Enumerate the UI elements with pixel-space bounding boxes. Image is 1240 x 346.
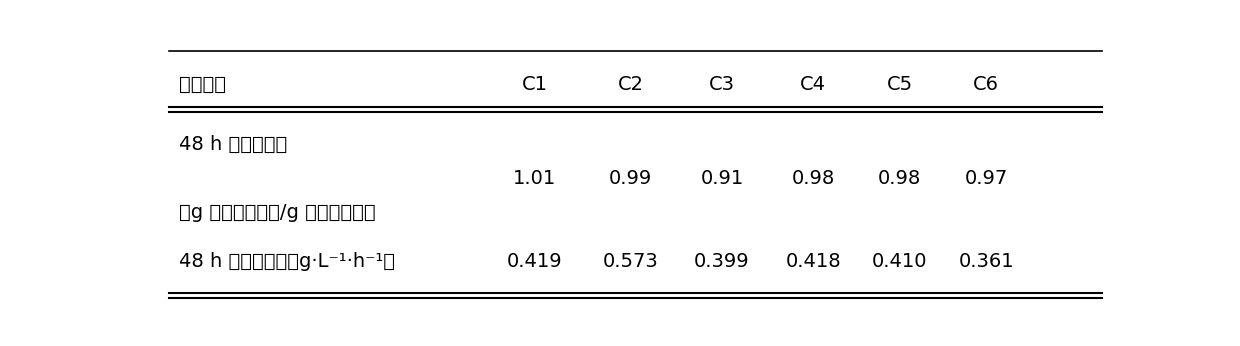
Text: C4: C4 (800, 75, 826, 94)
Text: C6: C6 (973, 75, 999, 94)
Text: 0.573: 0.573 (603, 252, 658, 271)
Text: （g 产生的木糖醇/g 消耗的木糖）: （g 产生的木糖醇/g 消耗的木糖） (179, 202, 376, 221)
Text: 48 h 木糖醇产率（g·L⁻¹·h⁻¹）: 48 h 木糖醇产率（g·L⁻¹·h⁻¹） (179, 252, 396, 271)
Text: C2: C2 (618, 75, 644, 94)
Text: C1: C1 (522, 75, 548, 94)
Text: 0.419: 0.419 (507, 252, 563, 271)
Text: 菌株编号: 菌株编号 (179, 75, 226, 94)
Text: 0.99: 0.99 (609, 169, 652, 188)
Text: 0.97: 0.97 (965, 169, 1008, 188)
Text: 0.418: 0.418 (785, 252, 841, 271)
Text: 48 h 木糖醇收率: 48 h 木糖醇收率 (179, 135, 288, 154)
Text: 0.98: 0.98 (878, 169, 921, 188)
Text: 0.399: 0.399 (694, 252, 750, 271)
Text: C5: C5 (887, 75, 913, 94)
Text: 0.361: 0.361 (959, 252, 1014, 271)
Text: 0.410: 0.410 (872, 252, 928, 271)
Text: 0.91: 0.91 (701, 169, 744, 188)
Text: C3: C3 (709, 75, 735, 94)
Text: 0.98: 0.98 (791, 169, 835, 188)
Text: 1.01: 1.01 (513, 169, 557, 188)
